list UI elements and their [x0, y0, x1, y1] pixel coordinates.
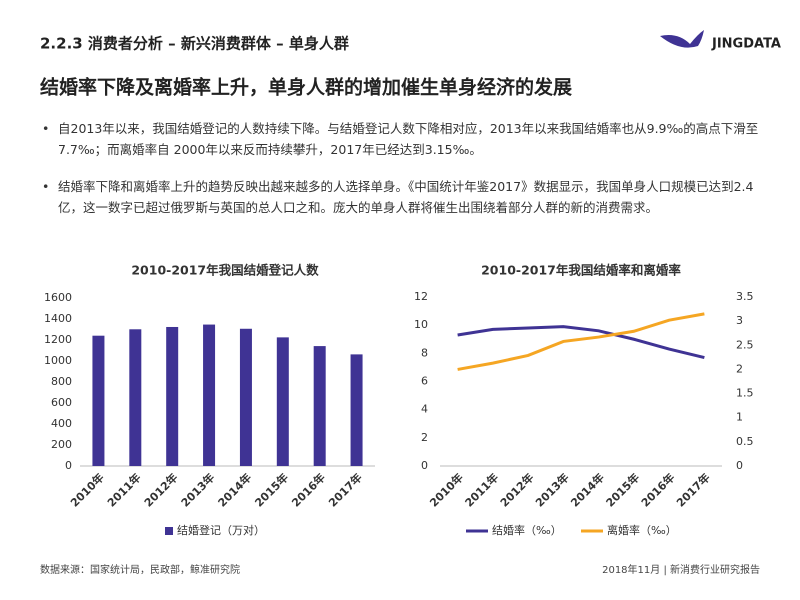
x-tick-label: 2011年 — [104, 470, 143, 509]
x-tick-label: 2012年 — [141, 470, 180, 509]
y-tick-label: 2 — [421, 431, 428, 444]
bar — [239, 328, 252, 466]
legend-label: 离婚率（‰） — [607, 523, 677, 537]
source: 数据来源：国家统计局，民政部，鲸准研究院 — [40, 563, 240, 576]
y-tick-label: 1200 — [44, 333, 72, 346]
y-tick-label: 0 — [421, 459, 428, 472]
y-tick-label: 1600 — [44, 291, 72, 304]
x-tick-label: 2017年 — [325, 470, 364, 509]
y-tick-label: 400 — [51, 417, 72, 430]
y2-tick-label: 0.5 — [736, 435, 754, 448]
bar — [92, 335, 105, 466]
x-tick-label: 2013年 — [532, 470, 571, 509]
y2-tick-label: 2 — [736, 362, 743, 375]
logo-icon — [660, 30, 704, 48]
report: 2018年11月 | 新消费行业研究报告 — [602, 563, 760, 576]
chart-title: 2010-2017年我国结婚登记人数 — [131, 263, 319, 278]
y2-tick-label: 3.5 — [736, 290, 754, 303]
x-tick-label: 2012年 — [497, 470, 536, 509]
legend-swatch — [165, 527, 173, 535]
bar — [350, 354, 363, 466]
legend-label: 结婚登记（万对） — [177, 523, 265, 537]
x-tick-label: 2017年 — [673, 470, 712, 509]
heading: 结婚率下降及离婚率上升，单身人群的增加催生单身经济的发展 — [40, 76, 572, 99]
x-tick-label: 2014年 — [568, 470, 607, 509]
x-tick-label: 2010年 — [67, 470, 106, 509]
bar — [276, 337, 289, 466]
y-tick-label: 0 — [65, 459, 72, 472]
y-tick-label: 1000 — [44, 354, 72, 367]
chart-title: 2010-2017年我国结婚率和离婚率 — [481, 263, 681, 278]
y2-tick-label: 2.5 — [736, 338, 754, 351]
x-tick-label: 2015年 — [603, 470, 642, 509]
x-tick-label: 2015年 — [252, 470, 291, 509]
y-tick-label: 1400 — [44, 312, 72, 325]
x-tick-label: 2013年 — [178, 470, 217, 509]
x-tick-label: 2016年 — [638, 470, 677, 509]
x-tick-label: 2014年 — [215, 470, 254, 509]
x-tick-label: 2016年 — [289, 470, 328, 509]
bar — [203, 324, 216, 466]
bar — [313, 346, 326, 466]
y-tick-label: 8 — [421, 346, 428, 359]
line — [457, 325, 705, 360]
y-tick-label: 12 — [414, 290, 428, 303]
y-tick-label: 6 — [421, 375, 428, 388]
logo-text: JINGDATA — [711, 37, 781, 52]
y-tick-label: 800 — [51, 375, 72, 388]
y-tick-label: 200 — [51, 438, 72, 451]
line — [457, 312, 705, 371]
y2-tick-label: 0 — [736, 459, 743, 472]
y2-tick-label: 3 — [736, 314, 743, 327]
y2-tick-label: 1.5 — [736, 387, 754, 400]
x-tick-label: 2011年 — [462, 470, 501, 509]
bar — [129, 329, 142, 466]
y-tick-label: 10 — [414, 318, 428, 331]
bullet: 结婚率下降和离婚率上升的趋势反映出越来越多的人选择单身。《中国统计年鉴2017》… — [40, 176, 760, 218]
y-tick-label: 4 — [421, 403, 428, 416]
section-title: 2.2.3 消费者分析 – 新兴消费群体 – 单身人群 — [40, 35, 349, 53]
bullet: 自2013年以来，我国结婚登记的人数持续下降。与结婚登记人数下降相对应，2013… — [40, 118, 760, 160]
x-tick-label: 2010年 — [427, 470, 466, 509]
bar — [166, 326, 179, 466]
y-tick-label: 600 — [51, 396, 72, 409]
legend-label: 结婚率（‰） — [492, 523, 562, 537]
y2-tick-label: 1 — [736, 411, 743, 424]
